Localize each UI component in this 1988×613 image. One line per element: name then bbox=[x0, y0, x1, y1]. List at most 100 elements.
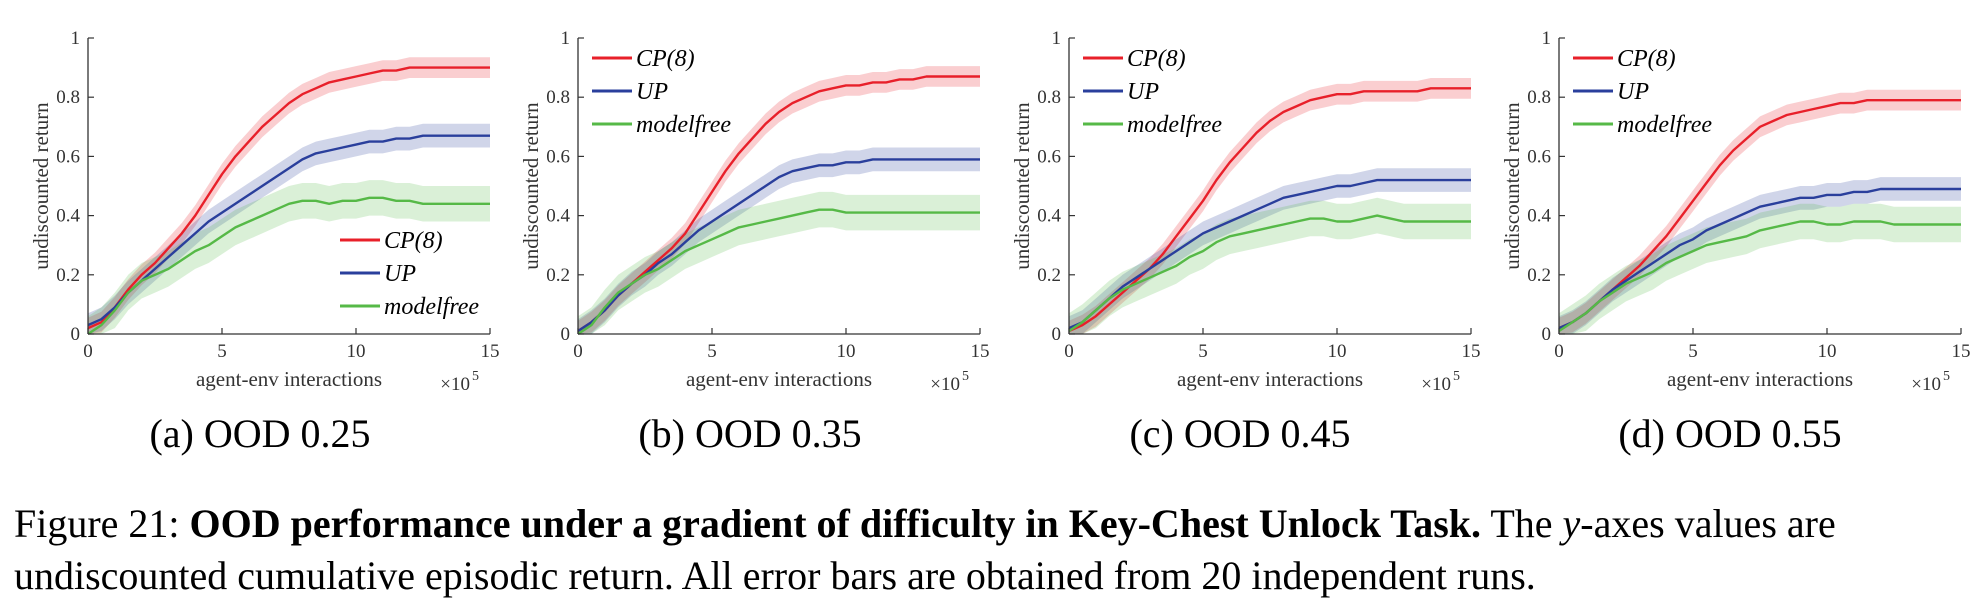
x-tick-label: 15 bbox=[1952, 341, 1971, 362]
x-tick-label: 15 bbox=[481, 341, 500, 362]
up-line bbox=[87, 134, 490, 327]
y-tick-label: 1 bbox=[561, 28, 571, 49]
legend-label-modelfree: modelfree bbox=[1617, 112, 1712, 138]
caption-label: Figure 21: bbox=[14, 501, 180, 546]
modelfree-line bbox=[1558, 220, 1961, 333]
x-axis-multiplier: ×10 bbox=[1911, 374, 1941, 395]
x-axis-multiplier: ×10 bbox=[1421, 374, 1451, 395]
x-axis-multiplier: ×10 bbox=[440, 374, 470, 395]
legend-label-modelfree: modelfree bbox=[636, 112, 731, 138]
up-line bbox=[1068, 178, 1471, 330]
cp-error-band bbox=[1069, 78, 1471, 334]
x-tick-label: 10 bbox=[1818, 341, 1837, 362]
y-tick-label: 0.8 bbox=[1037, 87, 1061, 108]
x-tick-label: 0 bbox=[83, 341, 93, 362]
modelfree-error-band bbox=[578, 191, 980, 334]
y-tick-label: 0.8 bbox=[56, 87, 80, 108]
y-tick-label: 0.2 bbox=[546, 265, 570, 286]
x-tick-label: 10 bbox=[347, 341, 366, 362]
subcaption-4: (d) OOD 0.55 bbox=[1618, 411, 1842, 456]
x-tick-label: 15 bbox=[1462, 341, 1481, 362]
y-axis-label: undiscounted return bbox=[1010, 102, 1034, 270]
legend-label-up: UP bbox=[1617, 79, 1649, 105]
up-error-band bbox=[1559, 177, 1961, 334]
x-tick-label: 5 bbox=[1688, 341, 1698, 362]
x-tick-label: 10 bbox=[1328, 341, 1347, 362]
y-tick-label: 1 bbox=[1052, 28, 1062, 49]
legend-label-cp: CP(8) bbox=[1127, 46, 1186, 72]
up-line bbox=[1558, 187, 1961, 330]
cp-error-band bbox=[1559, 89, 1961, 334]
up-error-band bbox=[88, 123, 490, 334]
y-tick-label: 0.4 bbox=[1527, 206, 1551, 227]
x-axis-label: agent-env interactions bbox=[196, 367, 382, 391]
y-tick-label: 0.4 bbox=[56, 206, 80, 227]
x-tick-label: 5 bbox=[707, 341, 717, 362]
x-axis-label: agent-env interactions bbox=[1667, 367, 1853, 391]
x-axis-label: agent-env interactions bbox=[686, 367, 872, 391]
y-tick-label: 0.6 bbox=[1037, 146, 1061, 167]
cp-line bbox=[1068, 87, 1471, 333]
y-tick-label: 0.2 bbox=[1037, 265, 1061, 286]
caption-bold-title: OOD performance under a gradient of diff… bbox=[189, 501, 1482, 546]
cp-line bbox=[87, 66, 490, 330]
subcaption-1: (a) OOD 0.25 bbox=[149, 411, 371, 456]
y-axis-label: undiscounted return bbox=[519, 102, 543, 270]
y-tick-label: 0.8 bbox=[1527, 87, 1551, 108]
modelfree-line bbox=[577, 208, 980, 335]
modelfree-line bbox=[87, 196, 490, 335]
x-axis-multiplier-exponent: 5 bbox=[1943, 369, 1950, 384]
x-tick-label: 5 bbox=[217, 341, 227, 362]
figure-caption: Figure 21: OOD performance under a gradi… bbox=[14, 498, 1976, 602]
y-tick-label: 0.6 bbox=[56, 146, 80, 167]
legend-label-cp: CP(8) bbox=[1617, 46, 1676, 72]
cp-error-band bbox=[88, 57, 490, 334]
cp-line bbox=[1558, 98, 1961, 330]
x-axis-multiplier-exponent: 5 bbox=[1453, 369, 1460, 384]
x-tick-label: 0 bbox=[1554, 341, 1564, 362]
legend-label-cp: CP(8) bbox=[636, 46, 695, 72]
y-tick-label: 0.6 bbox=[546, 146, 570, 167]
y-tick-label: 0.8 bbox=[546, 87, 570, 108]
y-axis-label: undiscounted return bbox=[29, 102, 53, 270]
y-tick-label: 0 bbox=[561, 324, 571, 345]
y-tick-label: 1 bbox=[1542, 28, 1552, 49]
y-tick-label: 0 bbox=[71, 324, 81, 345]
x-tick-label: 0 bbox=[1064, 341, 1074, 362]
y-tick-label: 1 bbox=[71, 28, 81, 49]
legend-label-up: UP bbox=[1127, 79, 1159, 105]
caption-text-2: -axes values are undiscounted cumulative… bbox=[14, 501, 1836, 598]
y-tick-label: 0.6 bbox=[1527, 146, 1551, 167]
y-tick-label: 0.2 bbox=[1527, 265, 1551, 286]
x-axis-multiplier: ×10 bbox=[930, 374, 960, 395]
x-axis-multiplier-exponent: 5 bbox=[962, 369, 969, 384]
x-axis-multiplier-exponent: 5 bbox=[472, 369, 479, 384]
x-tick-label: 5 bbox=[1198, 341, 1208, 362]
up-error-band bbox=[578, 147, 980, 334]
y-tick-label: 0.4 bbox=[1037, 206, 1061, 227]
y-tick-label: 0.2 bbox=[56, 265, 80, 286]
legend-label-modelfree: modelfree bbox=[1127, 112, 1222, 138]
x-axis-label: agent-env interactions bbox=[1177, 367, 1363, 391]
modelfree-error-band bbox=[1069, 197, 1471, 334]
legend-label-up: UP bbox=[636, 79, 668, 105]
x-tick-label: 10 bbox=[837, 341, 856, 362]
cp-error-band bbox=[578, 66, 980, 334]
modelfree-error-band bbox=[1559, 203, 1961, 334]
up-error-band bbox=[1069, 168, 1471, 334]
legend-label-up: UP bbox=[384, 261, 416, 287]
legend-label-cp: CP(8) bbox=[384, 228, 443, 254]
caption-text-1: The bbox=[1490, 501, 1563, 546]
y-tick-label: 0 bbox=[1052, 324, 1062, 345]
y-tick-label: 0.4 bbox=[546, 206, 570, 227]
x-tick-label: 0 bbox=[573, 341, 583, 362]
y-tick-label: 0 bbox=[1542, 324, 1552, 345]
legend-label-modelfree: modelfree bbox=[384, 294, 479, 320]
subcaption-3: (c) OOD 0.45 bbox=[1129, 411, 1351, 456]
cp-line bbox=[577, 75, 980, 333]
subcaption-2: (b) OOD 0.35 bbox=[638, 411, 862, 456]
